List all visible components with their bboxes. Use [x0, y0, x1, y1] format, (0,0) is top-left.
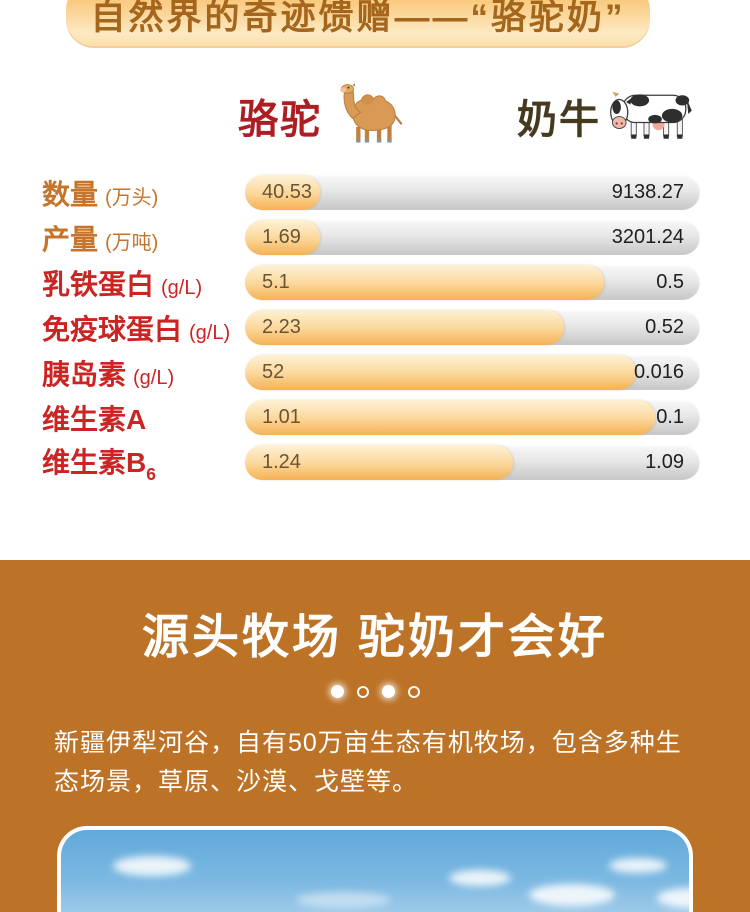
camel-bar-segment: [245, 355, 637, 390]
cow-value: 0.5: [656, 271, 684, 293]
carousel-dots: [0, 685, 750, 698]
pasture-description: 新疆伊犁河谷，自有50万亩生态有机牧场，包含多种生态场景，草原、沙漠、戈壁等。: [54, 729, 682, 796]
camel-bar-segment: [245, 265, 605, 300]
row-unit: (g/L): [161, 276, 203, 299]
comparison-bar: 52 0.016: [245, 355, 700, 390]
cow-value: 3201.24: [611, 226, 684, 248]
cloud: [657, 888, 689, 908]
cow-icon: [605, 85, 700, 148]
pasture-photo: [57, 826, 693, 912]
row-label: 免疫球蛋白 (g/L): [42, 313, 231, 345]
cow-value: 9138.27: [611, 181, 684, 203]
section-banner: 自然界的奇迹馈赠——“骆驼奶”: [66, 0, 650, 46]
camel-value: 1.01: [262, 406, 301, 428]
cow-value: 0.016: [633, 361, 684, 383]
comparison-bar: 5.1 0.5: [245, 265, 700, 300]
cloud: [529, 884, 615, 906]
row-label: 维生素A: [42, 403, 147, 435]
camel-bar-segment: [245, 175, 321, 210]
comparison-bar: 1.01 0.1: [245, 400, 700, 435]
cow-header-label: 奶牛: [517, 98, 601, 142]
cow-header: 奶牛: [517, 85, 700, 148]
cow-value: 0.52: [645, 316, 684, 338]
comparison-bar: 2.23 0.52: [245, 310, 700, 345]
carousel-dot[interactable]: [356, 685, 369, 698]
comparison-bar: 40.53 9138.27: [245, 175, 700, 210]
carousel-dot[interactable]: [407, 685, 420, 698]
camel-value: 52: [262, 361, 285, 383]
comparison-bar: 1.69 3201.24: [245, 220, 700, 255]
cloud: [449, 870, 511, 886]
comparison-header: 骆驼: [238, 82, 700, 150]
banner-title: 自然界的奇迹馈赠——“骆驼奶”: [90, 0, 626, 37]
comparison-row: 免疫球蛋白 (g/L) 2.23 0.52: [0, 310, 750, 345]
row-label: 乳铁蛋白 (g/L): [42, 268, 203, 300]
comparison-row: 产量 (万吨) 1.69 3201.24: [0, 220, 750, 255]
row-label: 数量 (万头): [42, 178, 159, 210]
camel-header: 骆驼: [238, 82, 414, 151]
comparison-bar: 1.24 1.09: [245, 445, 700, 480]
comparison-row: 维生素B6 1.24 1.09: [0, 445, 750, 484]
cloud: [609, 858, 667, 873]
pasture-title: 源头牧场 驼奶才会好: [141, 610, 609, 663]
comparison-table: 数量 (万头) 40.53 9138.27 产量 (万吨) 1.69 3201.24 乳铁蛋白(…: [0, 175, 750, 490]
camel-bar-segment: [245, 445, 514, 480]
row-unit: (g/L): [133, 366, 175, 389]
camel-bar-segment: [245, 310, 564, 345]
row-unit: (g/L): [189, 321, 231, 344]
cow-value: 0.1: [656, 406, 684, 428]
camel-header-label: 骆驼: [238, 98, 322, 142]
pasture-section: 源头牧场 驼奶才会好 新疆伊犁河谷，自有50万亩生态有机牧场，包含多种生态场景，…: [0, 560, 750, 912]
comparison-row: 胰岛素 (g/L) 52 0.016: [0, 355, 750, 390]
row-label: 胰岛素 (g/L): [42, 358, 175, 390]
camel-bar-segment: [245, 220, 321, 255]
cow-value: 1.09: [645, 451, 684, 473]
camel-value: 2.23: [262, 316, 301, 338]
camel-icon: [326, 82, 414, 151]
camel-value: 5.1: [262, 271, 290, 293]
camel-value: 1.24: [262, 451, 301, 473]
comparison-row: 数量 (万头) 40.53 9138.27: [0, 175, 750, 210]
row-unit: (万吨): [105, 231, 159, 254]
camel-value: 1.69: [262, 226, 301, 248]
row-label: 产量 (万吨): [42, 223, 159, 255]
cloud: [113, 856, 191, 876]
comparison-row: 乳铁蛋白 (g/L) 5.1 0.5: [0, 265, 750, 300]
camel-value: 40.53: [262, 181, 313, 203]
row-unit: (万头): [105, 186, 159, 209]
carousel-dot[interactable]: [381, 685, 395, 698]
cloud: [296, 892, 391, 908]
row-label: 维生素B6: [42, 447, 156, 484]
camel-bar-segment: [245, 400, 655, 435]
comparison-section: 自然界的奇迹馈赠——“骆驼奶” 骆驼: [0, 0, 750, 490]
comparison-row: 维生素A 1.01 0.1: [0, 400, 750, 435]
carousel-dot[interactable]: [330, 685, 344, 698]
